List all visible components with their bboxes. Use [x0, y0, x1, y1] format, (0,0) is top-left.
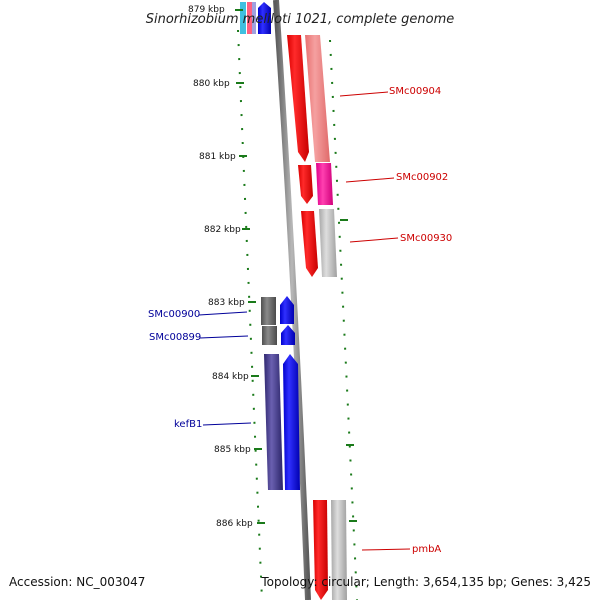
- feature-kefb1[interactable]: [264, 354, 283, 490]
- gene-label-kefb1[interactable]: kefB1: [174, 419, 202, 430]
- cds-smc00899[interactable]: [281, 325, 295, 345]
- dotted-track-right: [329, 39, 358, 600]
- cds-smc00902[interactable]: [298, 165, 313, 204]
- forward-label-lines: [339, 91, 411, 551]
- cds-pmba[interactable]: [313, 500, 328, 600]
- gene-label-smc00899[interactable]: SMc00899: [149, 332, 201, 343]
- tick-marks: [235, 9, 357, 524]
- gene-label-smc00902[interactable]: SMc00902: [396, 172, 448, 183]
- feature-smc00902[interactable]: [316, 163, 333, 205]
- accession-text: Accession: NC_003047: [9, 575, 145, 589]
- tick-label-880: 880 kbp: [193, 79, 230, 89]
- feature-smc00930[interactable]: [319, 209, 337, 277]
- cds-smc00900[interactable]: [280, 296, 294, 324]
- tick-label-879: 879 kbp: [188, 5, 225, 15]
- genome-backbone: [273, 0, 311, 600]
- cds-kefb1[interactable]: [283, 354, 300, 490]
- cds-smc00904[interactable]: [287, 35, 309, 162]
- dotted-track-left: [237, 29, 263, 600]
- feature-smc00900[interactable]: [261, 297, 276, 325]
- gene-label-smc00900[interactable]: SMc00900: [148, 309, 200, 320]
- tick-label-884: 884 kbp: [212, 372, 249, 382]
- tick-label-886: 886 kbp: [216, 519, 253, 529]
- topology-text: Topology: circular; Length: 3,654,135 bp…: [260, 575, 591, 589]
- map-title: Sinorhizobium meliloti 1021, complete ge…: [146, 12, 455, 27]
- feature-smc00904[interactable]: [305, 35, 330, 162]
- tick-label-885: 885 kbp: [214, 445, 251, 455]
- gene-label-smc00930[interactable]: SMc00930: [400, 233, 452, 244]
- tick-label-881: 881 kbp: [199, 152, 236, 162]
- gene-top-cluster[interactable]: [240, 2, 271, 34]
- tick-label-882: 882 kbp: [204, 225, 241, 235]
- cds-smc00930[interactable]: [301, 211, 318, 277]
- gene-label-smc00904[interactable]: SMc00904: [389, 86, 441, 97]
- tick-label-883: 883 kbp: [208, 298, 245, 308]
- gene-label-pmba[interactable]: pmbA: [412, 544, 441, 555]
- feature-smc00899[interactable]: [262, 326, 277, 345]
- feature-pmba[interactable]: [331, 500, 347, 600]
- reverse-label-lines: [198, 311, 252, 426]
